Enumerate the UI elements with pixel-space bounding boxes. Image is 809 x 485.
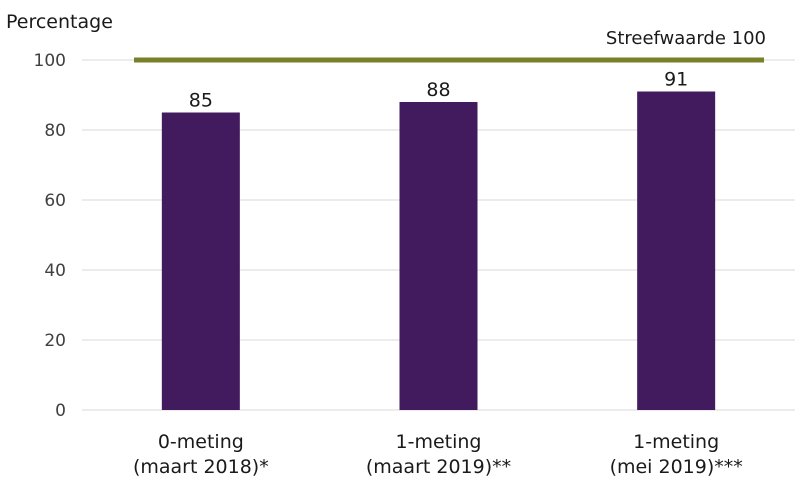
- x-category-label: 1-meting: [396, 431, 482, 453]
- bar: [637, 91, 716, 410]
- data-labels: 85 88 91: [189, 69, 689, 112]
- bars: [161, 91, 716, 410]
- x-category-label: (maart 2019)**: [366, 456, 511, 478]
- data-label: 88: [426, 79, 450, 101]
- bar: [399, 102, 478, 410]
- x-axis-categories: 0-meting (maart 2018)* 1-meting (maart 2019…: [133, 431, 743, 478]
- target-label: Streefwaarde 100: [606, 28, 766, 49]
- y-tick-label: 60: [44, 191, 66, 211]
- y-tick-label: 0: [55, 401, 66, 421]
- data-label: 85: [189, 90, 213, 112]
- data-label: 91: [664, 69, 688, 91]
- target-line-group: Streefwaarde 100: [134, 28, 766, 63]
- x-category-label: 1-meting: [633, 431, 719, 453]
- x-category-label: (mei 2019)***: [610, 456, 743, 478]
- y-tick-label: 40: [44, 261, 66, 281]
- y-axis-ticks: 0 20 40 60 80 100: [34, 51, 66, 421]
- y-tick-label: 20: [44, 331, 66, 351]
- y-tick-label: 100: [34, 51, 66, 71]
- x-category-label: 0-meting: [158, 431, 244, 453]
- x-category-label: (maart 2018)*: [133, 456, 269, 478]
- bar: [161, 112, 240, 410]
- y-axis-title: Percentage: [6, 11, 113, 33]
- y-tick-label: 80: [44, 121, 66, 141]
